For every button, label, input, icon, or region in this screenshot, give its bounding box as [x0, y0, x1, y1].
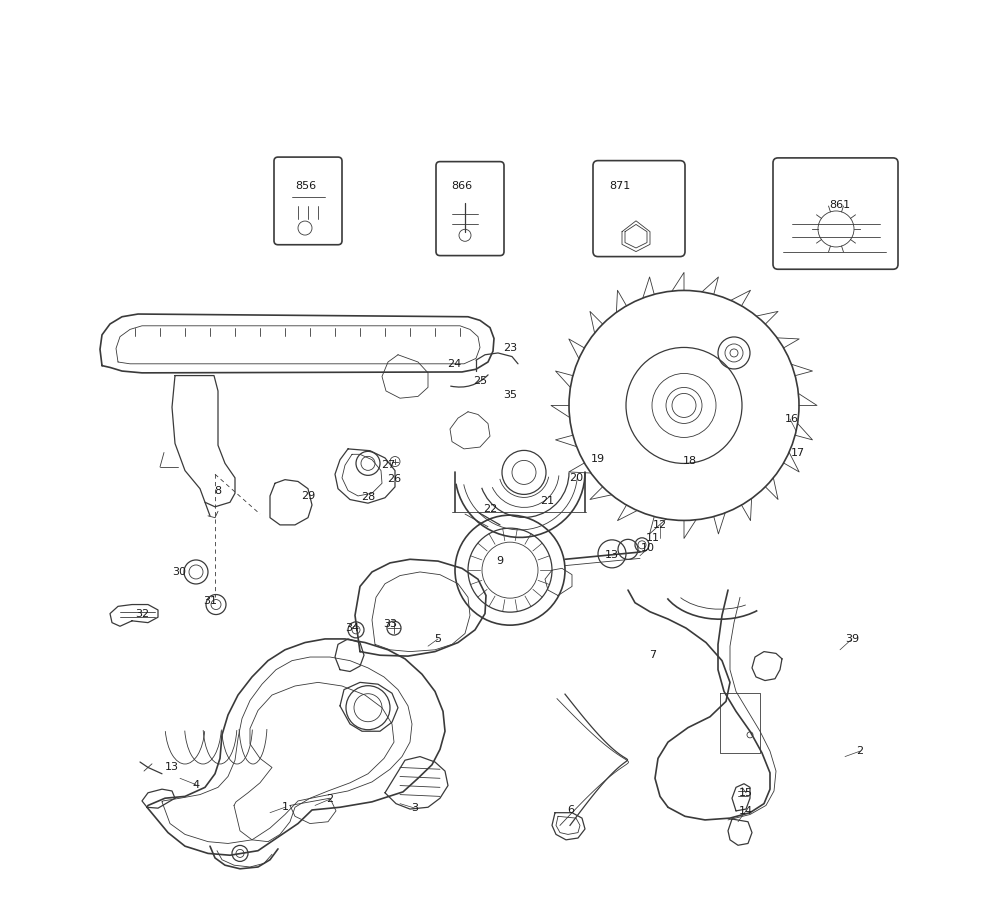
Text: 34: 34	[345, 623, 359, 634]
Text: 7: 7	[649, 650, 657, 661]
Text: 17: 17	[791, 448, 805, 459]
Text: 30: 30	[172, 567, 186, 577]
Text: 861: 861	[829, 199, 851, 210]
Text: 18: 18	[683, 455, 697, 466]
Text: 35: 35	[503, 390, 517, 401]
Text: 11: 11	[646, 532, 660, 543]
Text: 14: 14	[739, 805, 753, 816]
Text: 866: 866	[451, 181, 473, 192]
Text: 2: 2	[856, 746, 864, 757]
Text: 29: 29	[301, 491, 315, 501]
Text: 13: 13	[605, 549, 619, 560]
Text: 16: 16	[785, 414, 799, 424]
Text: 23: 23	[503, 343, 517, 354]
Text: 27: 27	[381, 460, 395, 471]
Text: 22: 22	[483, 503, 497, 514]
Text: 20: 20	[569, 472, 583, 483]
Text: 3: 3	[412, 803, 418, 814]
Text: 33: 33	[383, 619, 397, 630]
Text: 871: 871	[609, 181, 631, 192]
Text: 10: 10	[641, 543, 655, 554]
Text: 13: 13	[165, 762, 179, 773]
Text: 15: 15	[739, 787, 753, 798]
Text: 28: 28	[361, 491, 375, 502]
Text: 31: 31	[203, 595, 217, 606]
Text: 856: 856	[295, 181, 317, 192]
Text: 39: 39	[845, 634, 859, 644]
Text: 1: 1	[282, 802, 288, 813]
Text: 4: 4	[192, 779, 200, 790]
Text: 26: 26	[387, 473, 401, 484]
Text: 19: 19	[591, 453, 605, 464]
Text: 24: 24	[447, 358, 461, 369]
Text: 9: 9	[496, 556, 504, 567]
Text: 32: 32	[135, 609, 149, 620]
Text: 21: 21	[540, 496, 554, 507]
Text: 2: 2	[326, 794, 334, 805]
Text: 5: 5	[434, 634, 442, 644]
Text: 6: 6	[568, 805, 574, 815]
Text: 12: 12	[653, 519, 667, 530]
Text: 25: 25	[473, 376, 487, 386]
Text: 8: 8	[214, 486, 222, 497]
